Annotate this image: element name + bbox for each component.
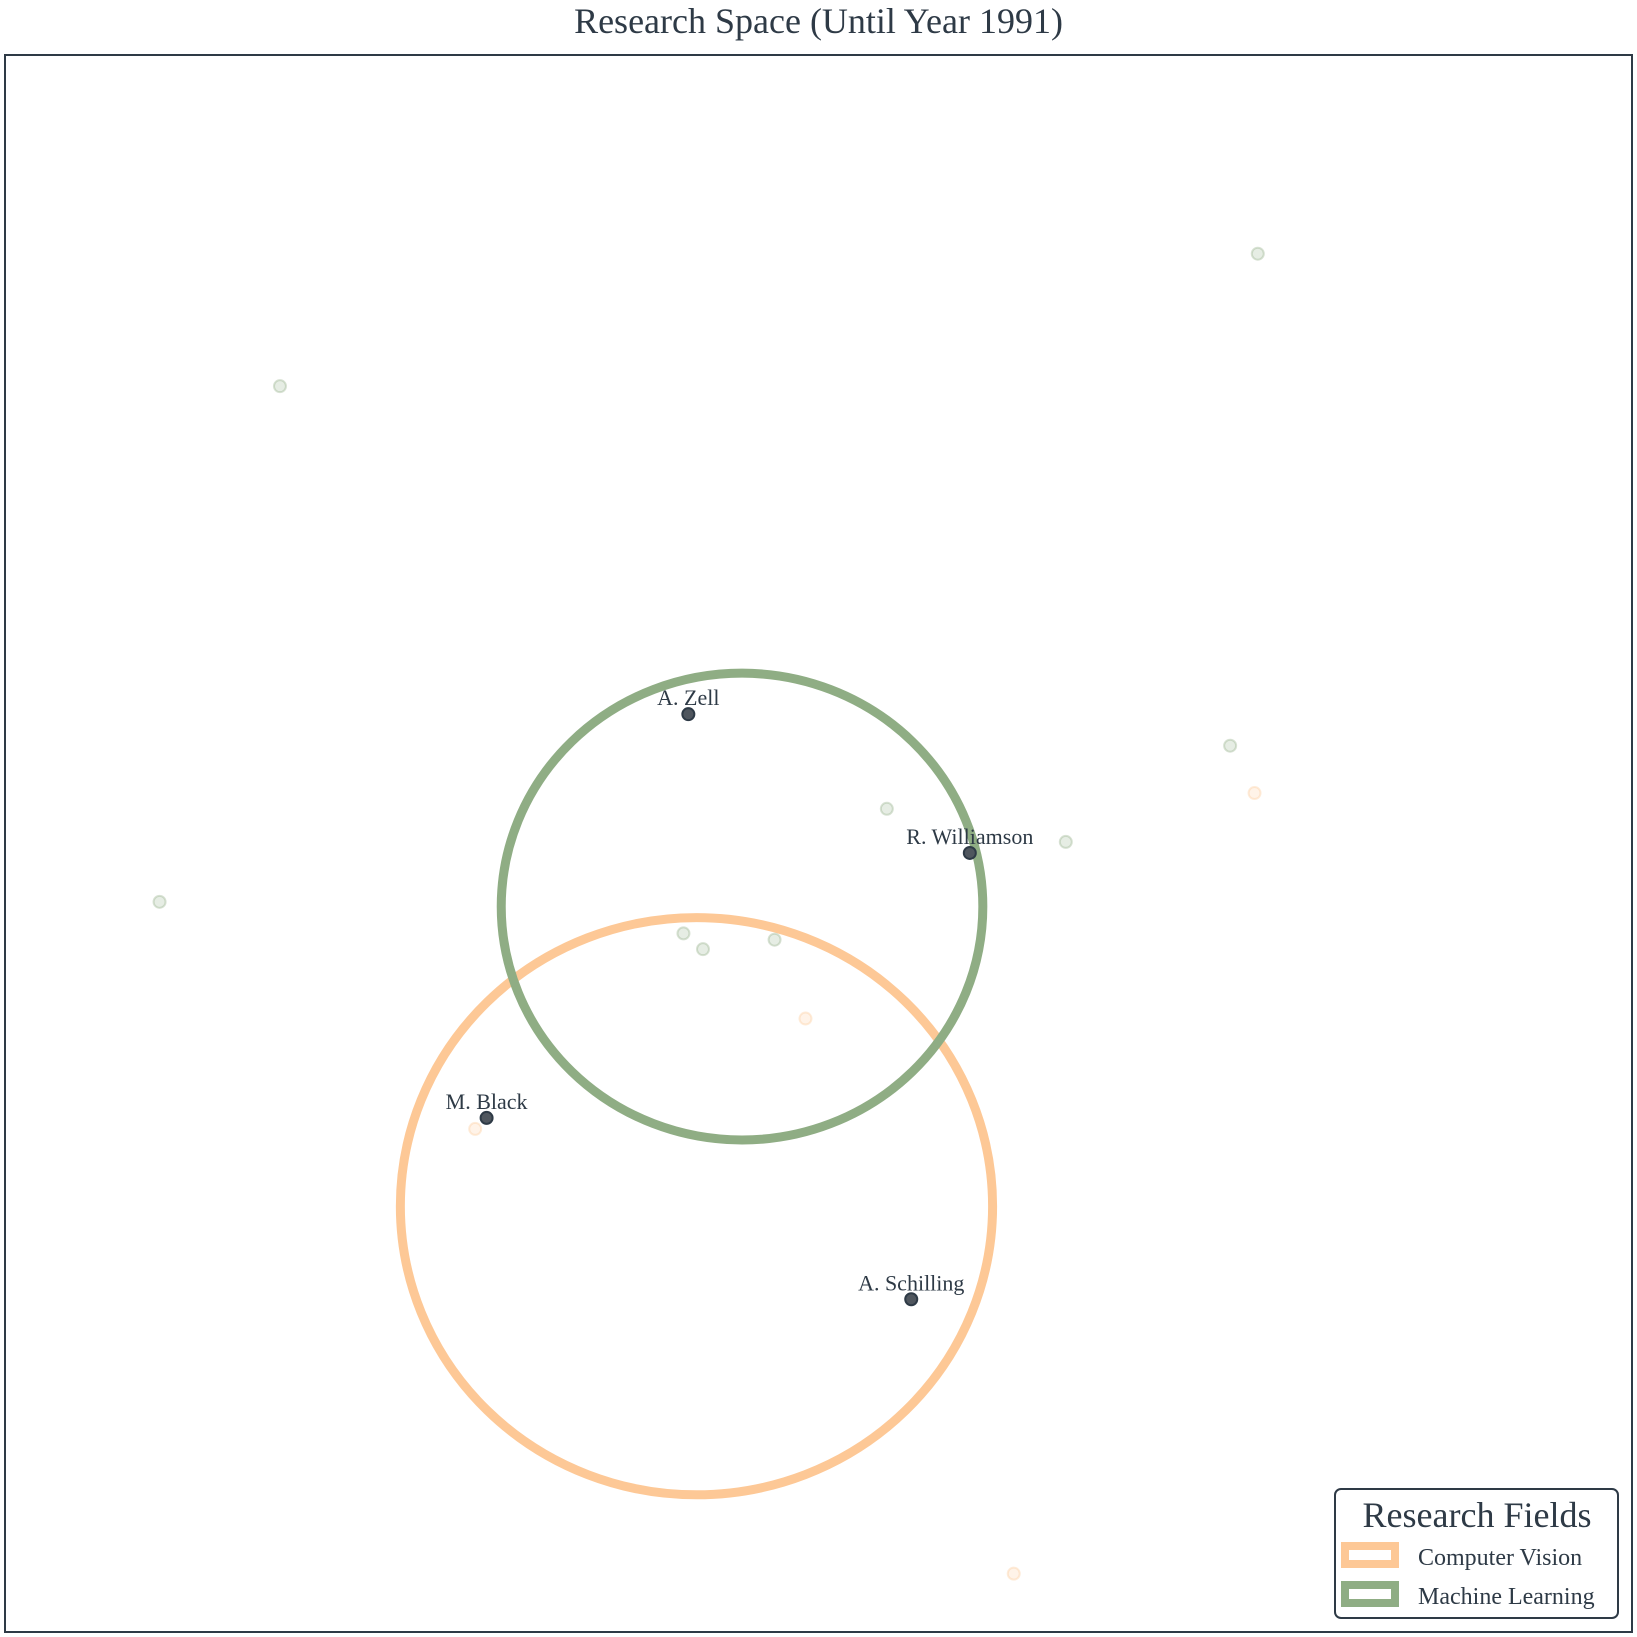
legend-label-machine-learning: Machine Learning bbox=[1418, 1584, 1595, 1610]
field-circles bbox=[395, 668, 998, 1500]
field-circle-machine-learning bbox=[496, 668, 988, 1145]
point-label-r-williamson: R. Williamson bbox=[906, 824, 1033, 849]
background-point-computer-vision-12 bbox=[1006, 1566, 1021, 1581]
highlighted-point-a-zell bbox=[681, 707, 696, 722]
point-label-a-zell: A. Zell bbox=[657, 685, 719, 710]
legend-title: Research Fields bbox=[1363, 1495, 1592, 1535]
highlighted-points: A. Zell R. Williamson M. Black A. Schilling bbox=[446, 685, 1033, 1307]
legend-label-computer-vision: Computer Vision bbox=[1418, 1545, 1582, 1571]
background-point-machine-learning-5 bbox=[152, 894, 167, 909]
background-point-machine-learning-2 bbox=[1223, 738, 1238, 753]
background-point-machine-learning-7 bbox=[695, 942, 710, 957]
background-point-computer-vision-11 bbox=[468, 1121, 483, 1136]
legend-box bbox=[1334, 1488, 1619, 1619]
legend: Research Fields Computer Vision Machine … bbox=[1334, 1488, 1619, 1619]
highlighted-point-a-schilling bbox=[904, 1292, 919, 1307]
background-point-computer-vision-10 bbox=[798, 1011, 813, 1026]
background-point-computer-vision-9 bbox=[1247, 786, 1262, 801]
axes-frame bbox=[4, 54, 1633, 1633]
background-point-machine-learning-0 bbox=[1250, 246, 1265, 261]
background-point-machine-learning-3 bbox=[879, 801, 894, 816]
legend-swatch-computer-vision bbox=[1341, 1542, 1399, 1568]
point-label-a-schilling: A. Schilling bbox=[858, 1270, 964, 1295]
background-point-machine-learning-4 bbox=[1058, 834, 1073, 849]
point-label-m-black: M. Black bbox=[446, 1089, 528, 1114]
highlighted-point-r-williamson bbox=[962, 845, 977, 860]
background-points bbox=[152, 246, 1265, 1581]
field-circle-computer-vision bbox=[395, 913, 998, 1500]
legend-swatch-machine-learning bbox=[1341, 1581, 1399, 1607]
background-point-machine-learning-8 bbox=[767, 932, 782, 947]
background-point-machine-learning-1 bbox=[272, 379, 287, 394]
highlighted-point-m-black bbox=[479, 1110, 494, 1125]
chart-title: Research Space (Until Year 1991) bbox=[574, 1, 1063, 41]
background-point-machine-learning-6 bbox=[676, 926, 691, 941]
